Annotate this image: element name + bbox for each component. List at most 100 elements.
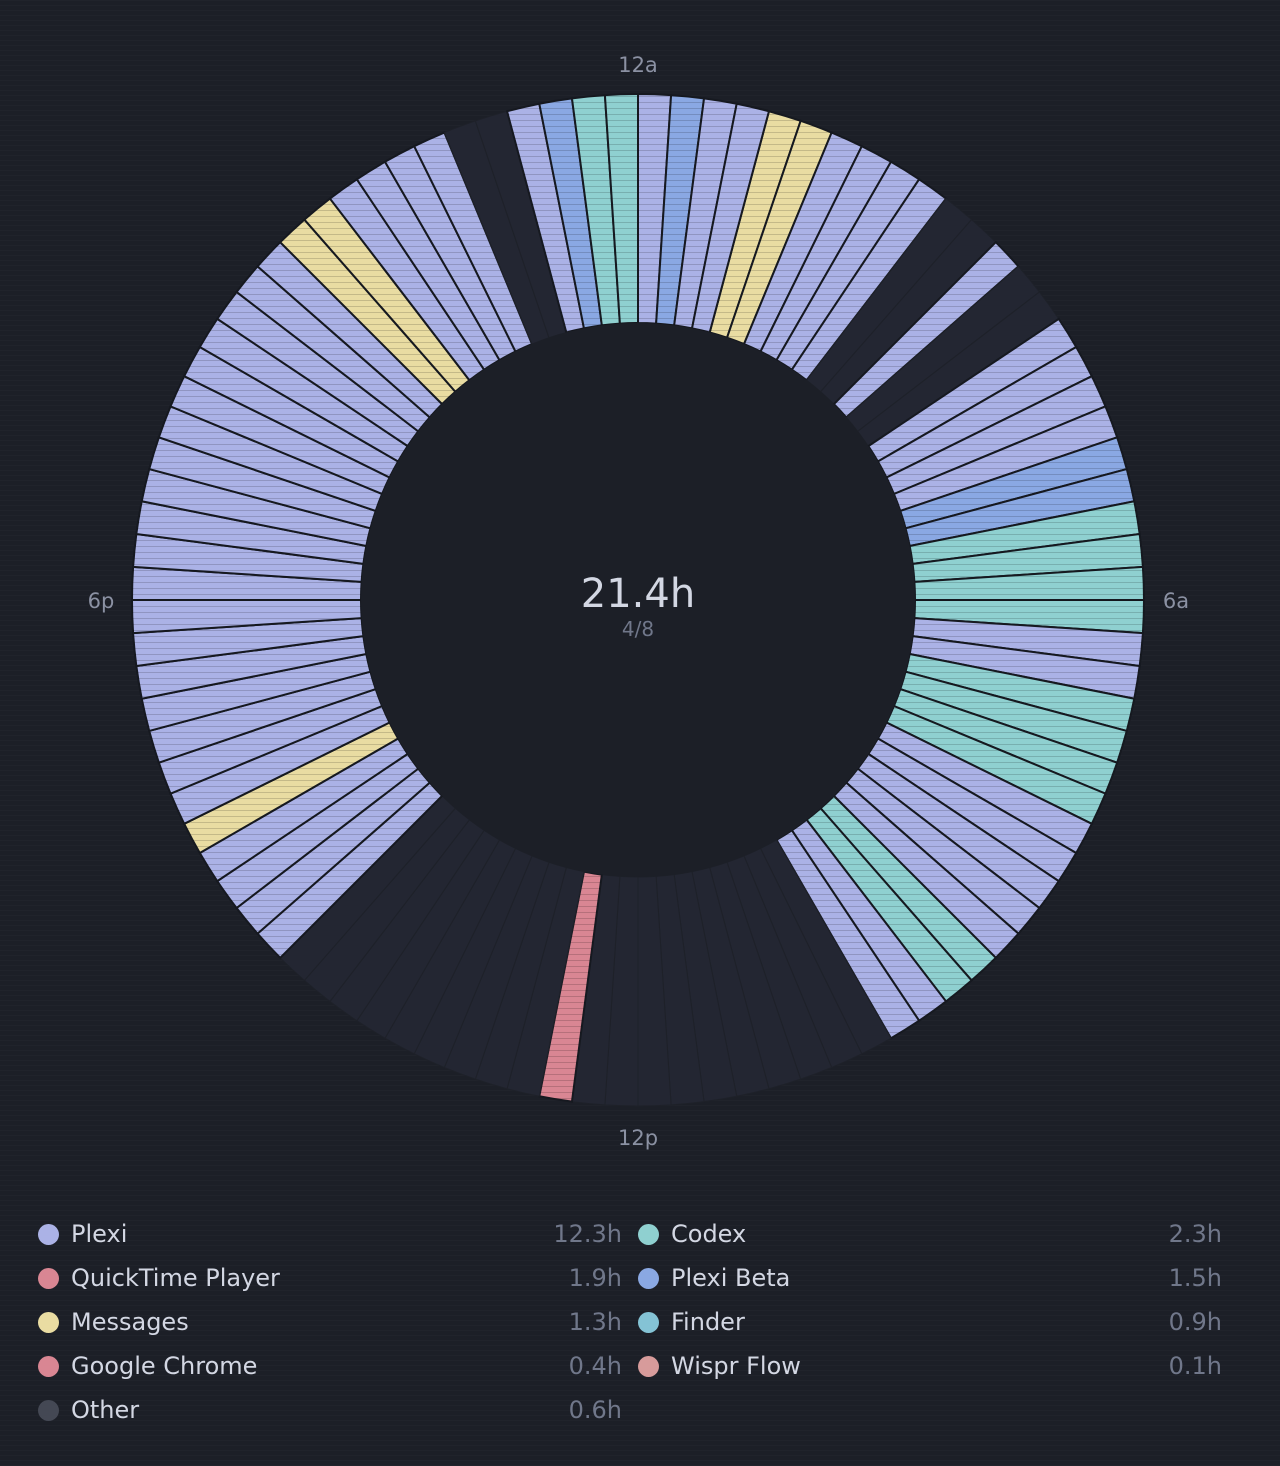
center-hole [361, 323, 915, 877]
ring-segment-texture [886, 706, 1106, 824]
legend-value: 1.9h [568, 1264, 622, 1292]
legend-value: 12.3h [553, 1220, 622, 1248]
ring-segment-texture [356, 161, 500, 370]
ring-segment-texture [868, 738, 1077, 882]
wispr-flow-color-dot [638, 1355, 659, 1377]
ring-segment-texture [539, 98, 602, 329]
ring-segment-texture [236, 266, 430, 432]
ring-segment-texture [385, 146, 516, 361]
ring-segment-texture [257, 242, 443, 418]
legend-item-quicktime-player: QuickTime Player 1.9h [38, 1256, 622, 1300]
ring-segment-texture [199, 318, 408, 462]
ring-segment-texture [132, 600, 362, 634]
ring-segment-texture [806, 808, 972, 1002]
ring-segment-texture [414, 132, 532, 352]
hour-label-6a: 6a [1163, 589, 1189, 613]
ring-segment-texture [141, 469, 371, 546]
ring-segment-texture [136, 501, 367, 564]
legend-item-plexi: Plexi 12.3h [38, 1212, 622, 1256]
legend-item-messages: Messages 1.3h [38, 1300, 622, 1344]
ring-segment-texture [905, 654, 1135, 731]
ring-segment-texture [833, 242, 1019, 418]
legend-item-google-chrome: Google Chrome 0.4h [38, 1344, 622, 1388]
hour-label-12a: 12a [618, 53, 658, 77]
legend-item-plexi-beta: Plexi Beta 1.5h [622, 1256, 1222, 1300]
legend-name: Codex [671, 1220, 747, 1248]
ring-segment-texture [877, 347, 1092, 478]
codex-color-dot [638, 1223, 659, 1245]
ring-segment-texture [912, 618, 1143, 667]
ring-segment-texture [257, 782, 443, 958]
plexi-color-dot [38, 1223, 59, 1245]
legend-value: 0.1h [1168, 1352, 1222, 1380]
date-label: 4/8 [622, 617, 654, 641]
ring-segment-texture [727, 120, 832, 345]
ring-segment-texture [507, 103, 584, 333]
ring-segment-texture [149, 671, 376, 763]
ring-segment-texture [280, 219, 456, 405]
ring-segment-texture [236, 768, 430, 934]
messages-color-dot [38, 1311, 59, 1333]
ring-segment-texture [132, 566, 362, 600]
ring-segment-texture [857, 753, 1059, 909]
ring-segment-texture [914, 600, 1144, 634]
legend-value: 0.6h [568, 1396, 622, 1424]
ring-segment-texture [744, 132, 862, 352]
plexi-beta-color-dot [638, 1267, 659, 1289]
ring-segment-texture [158, 406, 383, 511]
ring-segment-texture [329, 179, 485, 381]
ring-segment-texture [820, 795, 996, 981]
google-chrome-color-dot [38, 1355, 59, 1377]
ring-segment-texture [776, 161, 920, 370]
hour-label-6p: 6p [88, 589, 115, 613]
legend-item-codex: Codex 2.3h [622, 1212, 1222, 1256]
ring-segment-texture [170, 376, 390, 494]
ring-segment-texture [886, 376, 1106, 494]
radial-activity-chart: 21.4h 4/8 12a 6a 12p 6p [88, 53, 1189, 1150]
ring-segment-texture [909, 501, 1140, 564]
ring-segment-texture [909, 636, 1140, 699]
other-color-dot [38, 1399, 59, 1421]
ring-segment-texture [877, 722, 1092, 853]
legend-value: 0.9h [1168, 1308, 1222, 1336]
ring-segment-texture [900, 671, 1127, 763]
ring-segment-texture [900, 437, 1127, 529]
legend-value: 0.4h [568, 1352, 622, 1380]
ring-segment-texture [141, 654, 371, 731]
ring-segment-texture [217, 753, 419, 909]
ring-segment-texture [149, 437, 376, 529]
legend-name: Plexi [71, 1220, 128, 1248]
ring-segment-texture [184, 347, 399, 478]
ring-segment-texture [638, 94, 672, 324]
ring-segment-texture [692, 103, 769, 333]
legend-item-wispr-flow: Wispr Flow 0.1h [622, 1344, 1222, 1388]
ring-segment-texture [833, 782, 1019, 958]
quicktime-player-color-dot [38, 1267, 59, 1289]
ring-segment-texture [709, 111, 801, 338]
legend-value: 1.5h [1168, 1264, 1222, 1292]
legend: Plexi 12.3h Codex 2.3h QuickTime Player … [38, 1212, 1222, 1432]
finder-color-dot [638, 1311, 659, 1333]
legend-item-other: Other 0.6h [38, 1388, 622, 1432]
ring-segment-texture [133, 533, 364, 582]
ring-segment-texture [604, 94, 638, 324]
ring-segment-texture [791, 179, 947, 381]
hour-label-12p: 12p [618, 1126, 658, 1150]
ring-segment-texture [184, 722, 399, 853]
ring-segment-texture [791, 819, 947, 1021]
ring-segment-texture [656, 95, 705, 326]
legend-name: Google Chrome [71, 1352, 258, 1380]
ring-segment-texture [893, 689, 1118, 794]
ring-segment-texture [674, 98, 737, 329]
ring-segment-texture [199, 738, 408, 882]
ring-segment-texture [868, 318, 1077, 462]
ring-segment-texture [846, 768, 1040, 934]
ring-segment-texture [217, 291, 419, 447]
ring-segment-texture [158, 689, 383, 794]
ring-segment-texture [170, 706, 390, 824]
total-time: 21.4h [581, 571, 695, 617]
legend-name: QuickTime Player [71, 1264, 280, 1292]
ring-segment-texture [893, 406, 1118, 511]
legend-name: Other [71, 1396, 140, 1424]
ring-segments [130, 92, 1146, 1107]
